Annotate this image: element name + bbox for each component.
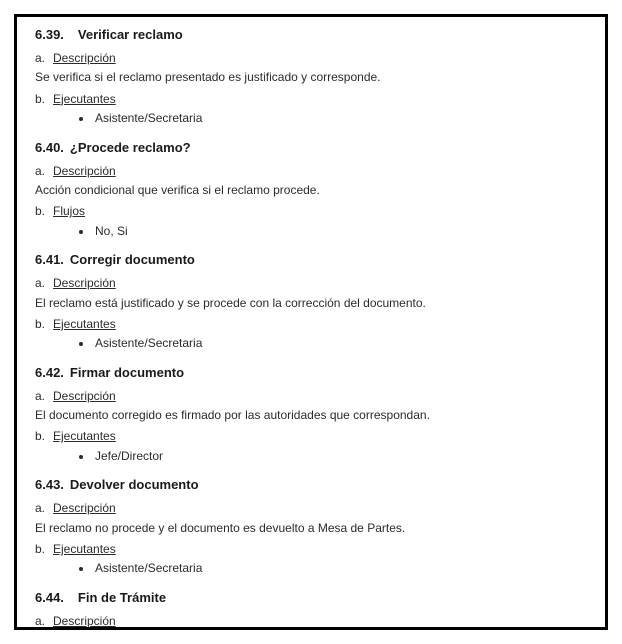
subsection-header: a.Descripción	[35, 275, 587, 292]
section: 6.39. Verificar reclamo a.Descripción Se ve…	[35, 27, 587, 128]
subsection-label: Descripción	[53, 164, 116, 178]
section: 6.43. Devolver documento a.Descripción El r…	[35, 477, 587, 578]
subsection-label: Ejecutantes	[53, 542, 116, 556]
subsection-label: Descripción	[53, 501, 116, 515]
section-number: 6.40.	[35, 140, 64, 155]
section-title: 6.44. Fin de Trámite	[35, 590, 587, 605]
subsection-header: b.Ejecutantes	[35, 428, 587, 445]
section-title: 6.40. ¿Procede reclamo?	[35, 140, 587, 155]
subsection-letter: a.	[35, 163, 53, 180]
subsection-letter: a.	[35, 50, 53, 67]
section-title-text: ¿Procede reclamo?	[70, 140, 191, 155]
section-number: 6.41.	[35, 252, 64, 267]
subsection-text: El reclamo está justificado y se procede…	[35, 295, 587, 312]
section: 6.41. Corregir documento a.Descripción El r…	[35, 252, 587, 353]
bullet-item: Jefe/Director	[93, 448, 587, 465]
section-number: 6.43.	[35, 477, 64, 492]
page: 6.39.Verificar reclamoa.DescripciónSe ve…	[0, 0, 622, 644]
bullet-item: No, Si	[93, 223, 587, 240]
subsection-label: Descripción	[53, 276, 116, 290]
section-title-text: Verificar reclamo	[78, 27, 183, 42]
subsection-text: El documento corregido es firmado por la…	[35, 407, 587, 424]
subsection-header: a.Descripción	[35, 500, 587, 517]
subsection-label: Ejecutantes	[53, 429, 116, 443]
subsection-label: Ejecutantes	[53, 92, 116, 106]
bullet-item: Asistente/Secretaria	[93, 335, 587, 352]
section-title: 6.39. Verificar reclamo	[35, 27, 587, 42]
subsection-letter: b.	[35, 541, 53, 558]
subsection-bullets: Asistente/Secretaria	[35, 560, 587, 577]
section: 6.44.Fin de Trámitea.DescripciónFinaliza…	[35, 590, 587, 630]
subsection-letter: b.	[35, 203, 53, 220]
document-frame: 6.39.Verificar reclamoa.DescripciónSe ve…	[14, 14, 608, 630]
subsection-text: Acción condicional que verifica si el re…	[35, 182, 587, 199]
section-title-text: Firmar documento	[70, 365, 184, 380]
subsection-bullets: Asistente/Secretaria	[35, 110, 587, 127]
subsection-label: Ejecutantes	[53, 317, 116, 331]
subsection-label: Descripción	[53, 389, 116, 403]
subsection-header: b.Flujos	[35, 203, 587, 220]
section-title: 6.42. Firmar documento	[35, 365, 587, 380]
subsection-letter: b.	[35, 91, 53, 108]
section-number: 6.44.	[35, 590, 64, 605]
subsection-label: Descripción	[53, 614, 116, 628]
subsection-header: b.Ejecutantes	[35, 91, 587, 108]
section: 6.40. ¿Procede reclamo? a.Descripción Acció…	[35, 140, 587, 241]
subsection-letter: a.	[35, 500, 53, 517]
subsection-header: a.Descripción	[35, 613, 587, 630]
subsection-label: Flujos	[53, 204, 85, 218]
subsection-letter: a.	[35, 275, 53, 292]
section-title-text: Fin de Trámite	[78, 590, 166, 605]
section-title-text: Devolver documento	[70, 477, 199, 492]
subsection-letter: b.	[35, 316, 53, 333]
subsection-text: Se verifica si el reclamo presentado es …	[35, 69, 587, 86]
subsection-bullets: Asistente/Secretaria	[35, 335, 587, 352]
subsection-bullets: Jefe/Director	[35, 448, 587, 465]
subsection-header: a.Descripción	[35, 388, 587, 405]
section-number: 6.39.	[35, 27, 64, 42]
section-number: 6.42.	[35, 365, 64, 380]
section: 6.42. Firmar documento a.Descripción El doc…	[35, 365, 587, 466]
subsection-letter: a.	[35, 613, 53, 630]
bullet-item: Asistente/Secretaria	[93, 560, 587, 577]
subsection-header: a.Descripción	[35, 50, 587, 67]
bullet-item: Asistente/Secretaria	[93, 110, 587, 127]
section-title: 6.43. Devolver documento	[35, 477, 587, 492]
subsection-text: El reclamo no procede y el documento es …	[35, 520, 587, 537]
subsection-header: b.Ejecutantes	[35, 316, 587, 333]
section-title: 6.41. Corregir documento	[35, 252, 587, 267]
subsection-label: Descripción	[53, 51, 116, 65]
subsection-header: b.Ejecutantes	[35, 541, 587, 558]
subsection-letter: a.	[35, 388, 53, 405]
subsection-letter: b.	[35, 428, 53, 445]
subsection-bullets: No, Si	[35, 223, 587, 240]
subsection-header: a.Descripción	[35, 163, 587, 180]
section-title-text: Corregir documento	[70, 252, 195, 267]
